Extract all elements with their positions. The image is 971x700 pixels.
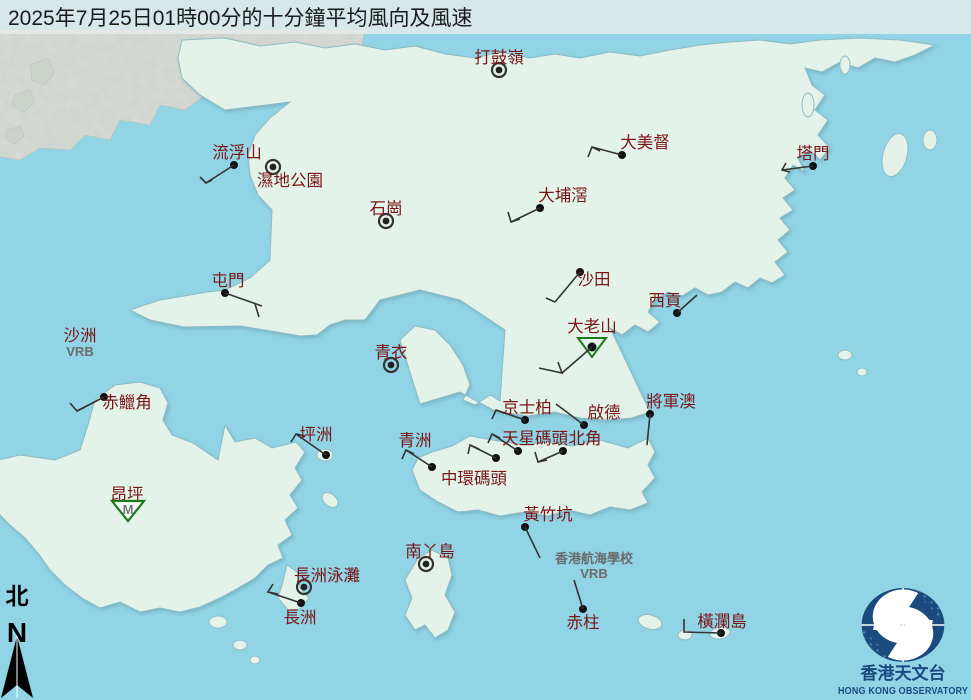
svg-text:京士柏: 京士柏	[502, 398, 552, 417]
svg-text:HONG KONG OBSERVATORY: HONG KONG OBSERVATORY	[838, 686, 968, 697]
svg-text:赤柱: 赤柱	[567, 613, 600, 632]
svg-text:流浮山: 流浮山	[212, 143, 262, 162]
svg-text:香港航海學校: 香港航海學校	[554, 551, 634, 566]
svg-text:塔門: 塔門	[797, 144, 830, 163]
svg-text:天星碼頭: 天星碼頭	[502, 430, 569, 448]
svg-text:長洲泳灘: 長洲泳灘	[294, 566, 360, 585]
svg-text:將軍澳: 將軍澳	[646, 392, 696, 411]
svg-text:坪洲: 坪洲	[300, 425, 333, 444]
svg-text:VRB: VRB	[580, 566, 607, 581]
svg-text:屯門: 屯門	[212, 271, 245, 290]
svg-text:大美督: 大美督	[620, 133, 670, 152]
svg-text:香港天文台: 香港天文台	[861, 663, 946, 683]
svg-text:青衣: 青衣	[375, 343, 408, 362]
svg-text:M: M	[123, 502, 134, 517]
svg-text:西貢: 西貢	[649, 292, 682, 310]
svg-text:北: 北	[6, 583, 29, 609]
svg-text:長洲: 長洲	[284, 609, 317, 627]
svg-text:中環碼頭: 中環碼頭	[441, 469, 508, 488]
svg-text:大老山: 大老山	[567, 317, 617, 336]
svg-text:濕地公園: 濕地公園	[257, 171, 323, 190]
svg-text:沙洲: 沙洲	[64, 327, 97, 345]
svg-text:沙田: 沙田	[578, 271, 611, 289]
svg-text:赤鱲角: 赤鱲角	[102, 393, 152, 412]
svg-text:打鼓嶺: 打鼓嶺	[474, 48, 524, 67]
svg-text:黃竹坑: 黃竹坑	[523, 505, 573, 524]
svg-text:橫瀾島: 橫瀾島	[697, 612, 747, 631]
svg-text:VRB: VRB	[66, 344, 93, 359]
svg-text:南丫島: 南丫島	[405, 542, 455, 561]
svg-text:啟德: 啟德	[588, 403, 621, 422]
svg-text:北角: 北角	[569, 429, 602, 448]
svg-text:大埔滘: 大埔滘	[538, 186, 588, 205]
svg-text:石崗: 石崗	[370, 199, 403, 218]
svg-text:2025年7月25日01時00分的十分鐘平均風向及風速: 2025年7月25日01時00分的十分鐘平均風向及風速	[8, 7, 472, 30]
svg-text:青洲: 青洲	[399, 431, 432, 450]
